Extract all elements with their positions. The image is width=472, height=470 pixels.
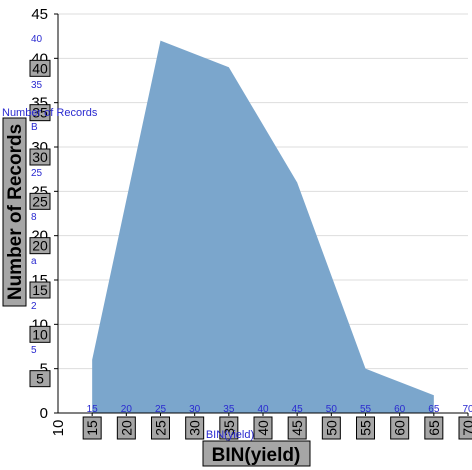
y-tick-box (29, 325, 51, 343)
y-tick-box (29, 281, 51, 299)
x-tick-box (151, 416, 170, 440)
y-tick-box (29, 148, 51, 166)
y-tick-box (29, 370, 51, 388)
x-overlay-label: 55 (360, 404, 372, 415)
y-axis-title: Number of Records (5, 124, 26, 300)
x-tick-box-label: 35 (221, 420, 237, 436)
x-tick-box (356, 416, 375, 440)
area-series (92, 40, 434, 413)
x-axis-title-box (202, 440, 311, 467)
y-overlay-label: B (31, 122, 38, 133)
x-overlay-label: 70 (462, 404, 472, 415)
x-tick-box-label: 50 (323, 420, 339, 436)
y-overlay-label: 2 (31, 301, 37, 312)
x-tick-box-label: 65 (426, 420, 442, 436)
y-tick-box (29, 104, 51, 122)
y-tick-box-label: 30 (32, 149, 48, 165)
x-overlay-label: 35 (223, 404, 235, 415)
y-overlay-label: a (31, 256, 37, 267)
x-tick-box (219, 416, 239, 440)
x-tick-box (390, 416, 410, 440)
x-tick-box-label: 20 (118, 420, 134, 436)
x-axis-title: BIN(yield) (212, 445, 301, 466)
y-tick-box-label: 15 (32, 282, 48, 298)
x-tick-box-label: 55 (358, 420, 374, 436)
y-overlay-label: 40 (31, 34, 43, 45)
y-tick-label: 45 (31, 6, 48, 23)
y-tick-box (29, 192, 51, 210)
x-overlay-label: 30 (189, 404, 201, 415)
x-tick-box (287, 416, 307, 440)
x-tick-box (253, 416, 273, 440)
y-overlay-label: 8 (31, 212, 37, 223)
y-overlay-label: 35 (31, 80, 43, 91)
y-tick-box-label: 40 (32, 60, 48, 76)
x-overlay-label: 20 (121, 404, 133, 415)
x-tick-box-label: 70 (460, 420, 472, 436)
x-tick-box-label: 15 (84, 420, 100, 436)
x-tick-box-label: 40 (255, 420, 271, 436)
x-tick-box-label: 60 (392, 420, 408, 436)
x-overlay-label: 50 (326, 404, 338, 415)
y-tick-box-label: 25 (32, 193, 48, 209)
y-tick-box (29, 59, 51, 77)
x-overlay-label: 45 (292, 404, 304, 415)
y-tick-box (29, 237, 51, 255)
x-overlay-label: 65 (428, 404, 440, 415)
x-tick-box (424, 416, 444, 440)
y-tick-box-label: 10 (32, 326, 48, 342)
x-tick-box (458, 416, 472, 440)
x-overlay-label: 15 (87, 404, 99, 415)
x-tick-box (82, 416, 102, 440)
y-overlay-title: Number of Records (2, 107, 98, 119)
y-tick-label: 5 (40, 361, 48, 378)
x-overlay-label: 40 (257, 404, 269, 415)
x-tick-box (116, 416, 136, 440)
x-tick-box-label: 25 (153, 420, 169, 436)
x-overlay-title: BIN(yield) (206, 429, 254, 441)
x-overlay-label: 25 (155, 404, 167, 415)
y-tick-label: 0 (40, 405, 48, 422)
x-overlay-label: 60 (394, 404, 406, 415)
x-tick-box (321, 416, 341, 440)
x-tick-box-label: 45 (289, 420, 305, 436)
y-tick-box-label: 35 (32, 105, 48, 121)
y-overlay-label: 5 (31, 345, 37, 356)
y-overlay-label: 25 (31, 168, 43, 179)
y-axis-title-box (2, 117, 27, 307)
x-tick-label: 10 (50, 420, 67, 437)
x-tick-box-label: 30 (187, 420, 203, 436)
y-tick-box-label: 20 (32, 238, 48, 254)
x-tick-box (185, 416, 205, 440)
y-tick-box-label: 5 (36, 371, 44, 387)
